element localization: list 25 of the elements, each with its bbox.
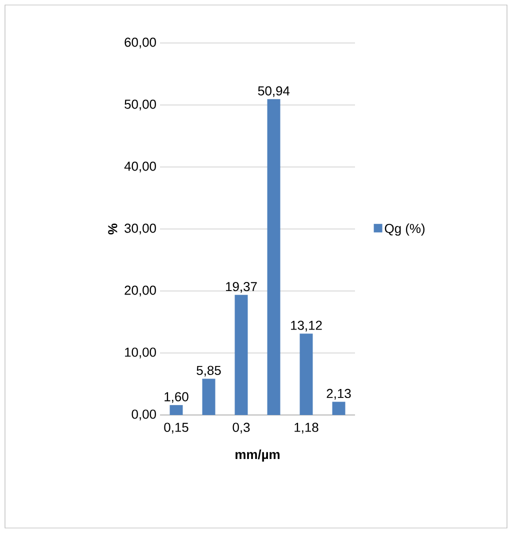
x-tick-label: 0,15	[164, 422, 188, 434]
x-tick-label: 0,3	[232, 422, 250, 434]
bar	[332, 402, 346, 415]
data-label: 13,12	[291, 320, 322, 332]
y-tick-label: 60,00	[124, 38, 156, 48]
bar	[234, 294, 248, 415]
y-tick-label: 50,00	[124, 100, 156, 110]
y-axis-title: %	[108, 224, 118, 234]
x-tick-label: 1,18	[294, 422, 318, 434]
bar	[202, 378, 216, 415]
data-label: 1,60	[164, 392, 188, 403]
legend-label: Qg (%)	[384, 224, 424, 236]
x-axis-title: mm/µm	[236, 450, 280, 462]
y-tick-label: 10,00	[125, 348, 156, 358]
data-label: 19,37	[226, 282, 257, 293]
bar	[300, 334, 313, 415]
bar	[267, 99, 280, 415]
y-tick-label: 30,00	[124, 224, 156, 234]
bar	[170, 405, 183, 415]
y-tick-label: 20,00	[124, 286, 156, 296]
y-tick-label: 40,00	[124, 162, 156, 172]
data-label: 50,94	[258, 86, 290, 97]
data-label: 5,85	[196, 366, 221, 377]
data-label: 2,13	[326, 388, 351, 400]
y-tick-label: 0,00	[132, 410, 156, 420]
